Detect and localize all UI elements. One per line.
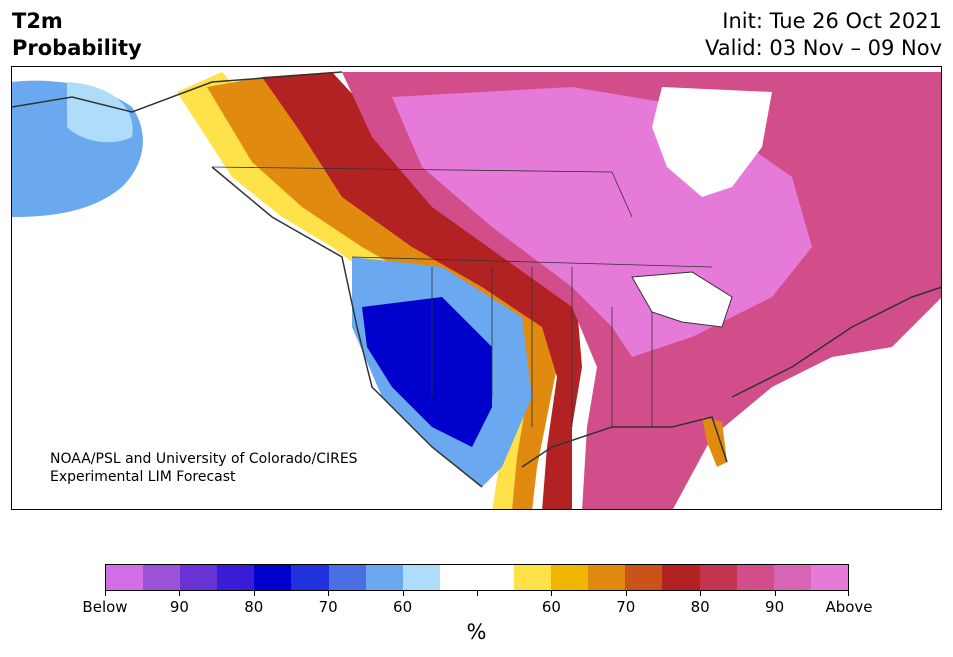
colorbar-cell: [254, 565, 292, 590]
init-date: Init: Tue 26 Oct 2021: [722, 9, 942, 33]
border-lines: [211, 166, 713, 427]
colorbar-tick-labels: Below 90 80 70 60 60 70 80 90 Above: [82, 598, 872, 618]
colorbar-tick: [625, 591, 627, 596]
colorbar-tick-label: 70: [318, 598, 338, 616]
colorbar-tick: [179, 591, 181, 596]
map-title: T2m Probability: [12, 8, 142, 62]
colorbar-tick: [700, 591, 702, 596]
valid-date: Valid: 03 Nov – 09 Nov: [705, 36, 942, 60]
probability-map: NOAA/PSL and University of Colorado/CIRE…: [11, 66, 942, 510]
title-line-1: T2m: [12, 9, 63, 33]
warm-band-yellow: [177, 72, 552, 509]
colorbar-units: %: [466, 620, 487, 644]
colorbar-cell: [736, 565, 774, 590]
colorbar-tick: [402, 591, 404, 596]
colorbar-cell: [439, 565, 477, 590]
credit-line-1: NOAA/PSL and University of Colorado/CIRE…: [50, 451, 358, 467]
colorbar-cell: [551, 565, 589, 590]
colorbar-cell: [699, 565, 737, 590]
colorbar-cell: [143, 565, 181, 590]
colorbar-cell: [217, 565, 255, 590]
colorbar-tick: [551, 591, 553, 596]
colorbar-tick: [253, 591, 255, 596]
colorbar-cell: [328, 565, 366, 590]
probability-colorbar: [105, 564, 849, 591]
hudson-bay: [652, 87, 772, 197]
title-line-2: Probability: [12, 36, 142, 60]
colorbar-cell: [291, 565, 329, 590]
colorbar-tick-label: 80: [244, 598, 264, 616]
map-graphic: [12, 71, 941, 509]
colorbar-cell: [662, 565, 700, 590]
colorbar-cell: [106, 565, 144, 590]
colorbar-tick: [774, 591, 776, 596]
colorbar-tick: [328, 591, 330, 596]
colorbar-cell: [773, 565, 811, 590]
alaska-pale-region: [67, 82, 133, 143]
colorbar-tick: [848, 591, 849, 596]
forecast-dates: Init: Tue 26 Oct 2021 Valid: 03 Nov – 09…: [705, 8, 942, 62]
florida-warm: [702, 417, 727, 467]
colorbar-tick-label: 90: [765, 598, 785, 616]
credit-line-2: Experimental LIM Forecast: [50, 469, 236, 485]
colorbar-tick: [477, 591, 478, 596]
southwest-cold-core: [362, 297, 492, 447]
colorbar-cell: [588, 565, 626, 590]
great-lakes: [631, 271, 733, 328]
colorbar-cell: [625, 565, 663, 590]
credit-text: NOAA/PSL and University of Colorado/CIRE…: [50, 450, 358, 486]
colorbar-tick-label: 90: [169, 598, 189, 616]
warm-band-orange: [207, 77, 557, 509]
colorbar-cell: [810, 565, 848, 590]
colorbar-tick-label: Above: [825, 598, 873, 616]
colorbar-tick-label: 80: [690, 598, 710, 616]
colorbar-cell: [476, 565, 515, 590]
colorbar-ticks: [105, 591, 849, 599]
colorbar-cell: [180, 565, 218, 590]
colorbar-tick-label: 70: [616, 598, 636, 616]
coastline-outline: [12, 71, 941, 488]
colorbar-tick-label: Below: [82, 598, 128, 616]
colorbar-cell: [402, 565, 440, 590]
colorbar-cell: [514, 565, 552, 590]
colorbar-tick-label: 60: [541, 598, 561, 616]
colorbar-tick-label: 60: [393, 598, 413, 616]
colorbar-tick: [105, 591, 106, 596]
colorbar-cell: [365, 565, 403, 590]
warm-band-red: [262, 72, 582, 509]
